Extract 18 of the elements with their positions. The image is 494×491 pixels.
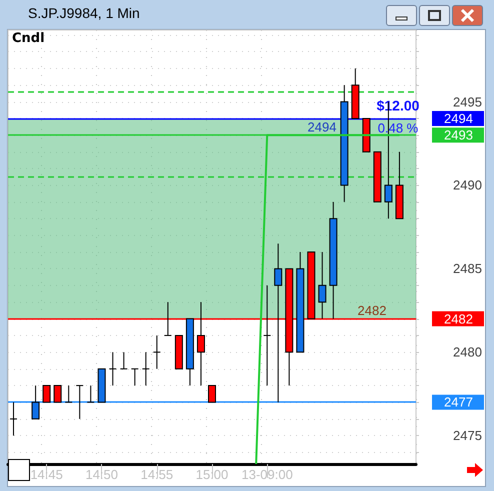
x-tick-label: 13-09:00 bbox=[241, 467, 293, 482]
x-tick-label: 14:55 bbox=[140, 467, 174, 482]
x-tick-label: 14:50 bbox=[85, 467, 118, 482]
annotation: 2494 bbox=[308, 119, 336, 134]
ref-line-label: 2494 bbox=[444, 110, 473, 126]
y-tick-label: 2475 bbox=[453, 428, 482, 444]
chart-title: S.JP.J9984, 1 Min bbox=[28, 5, 140, 21]
ref-line-label: 2493 bbox=[444, 128, 473, 143]
y-tick-label: 2485 bbox=[453, 261, 482, 276]
x-tick-label: 15:00 bbox=[196, 467, 228, 482]
x-tick-label: 14:45 bbox=[30, 467, 63, 482]
y-tick-label: 2480 bbox=[453, 344, 482, 360]
annotation: Cndl bbox=[12, 31, 45, 46]
annotation: 2482 bbox=[358, 302, 386, 318]
ref-line-label: 2477 bbox=[444, 394, 473, 410]
y-tick-label: 2490 bbox=[453, 178, 482, 193]
ref-line-label: 2482 bbox=[444, 311, 473, 326]
y-tick-label: 2495 bbox=[453, 94, 482, 110]
